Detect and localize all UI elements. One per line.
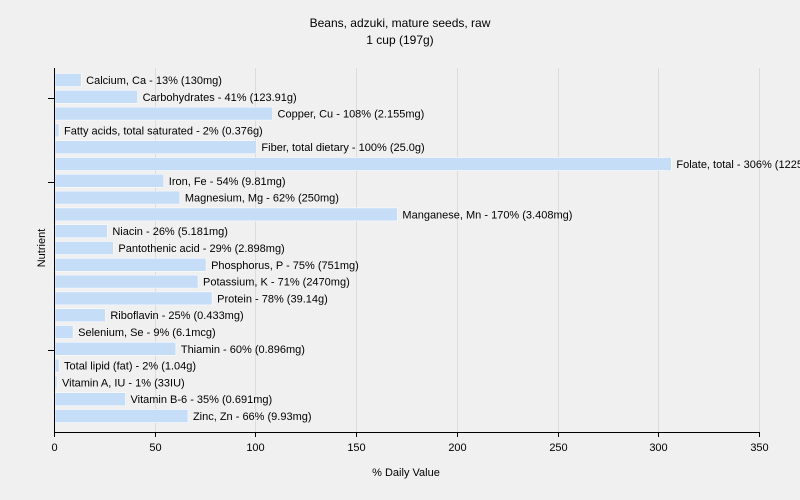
bar — [54, 325, 74, 339]
bar-label: Vitamin B-6 - 35% (0.691mg) — [131, 394, 273, 406]
bar — [54, 174, 165, 188]
bar — [54, 106, 273, 121]
bar-label: Protein - 78% (39.14g) — [217, 293, 328, 305]
bar — [54, 224, 108, 238]
bar — [54, 291, 213, 306]
bar-label: Niacin - 26% (5.181mg) — [112, 226, 228, 238]
grid-lines — [155, 68, 760, 432]
bar-label: Total lipid (fat) - 2% (1.04g) — [64, 361, 196, 373]
bar — [54, 241, 114, 255]
bar-label: Manganese, Mn - 170% (3.408mg) — [402, 209, 572, 221]
bar-label: Carbohydrates - 41% (123.91g) — [143, 92, 297, 104]
x-tick-label: 250 — [549, 442, 567, 454]
y-axis-label: Nutrient — [36, 229, 48, 268]
bar-labels: Calcium, Ca - 13% (130mg) Carbohydrates -… — [62, 75, 800, 423]
bar-label: Folate, total - 306% (1225mcg) — [676, 159, 800, 171]
bar-label: Fatty acids, total saturated - 2% (0.376… — [64, 125, 263, 137]
bar — [54, 392, 126, 406]
bar-label: Magnesium, Mg - 62% (250mg) — [185, 193, 339, 205]
bar — [54, 207, 398, 222]
bar-label: Fiber, total dietary - 100% (25.0g) — [261, 142, 424, 154]
x-tick-label: 50 — [149, 442, 161, 454]
x-tick-label: 0 — [51, 442, 57, 454]
bar-label: Iron, Fe - 54% (9.81mg) — [169, 176, 286, 188]
bar — [54, 90, 138, 104]
bar — [54, 190, 181, 205]
bar-label: Zinc, Zn - 66% (9.93mg) — [193, 411, 312, 423]
x-axis-label: % Daily Value — [372, 467, 440, 479]
bar — [54, 375, 58, 390]
chart-title: Beans, adzuki, mature seeds, raw — [309, 16, 491, 30]
bar-label: Phosphorus, P - 75% (751mg) — [211, 260, 359, 272]
x-tick-label: 350 — [750, 442, 768, 454]
bar-label: Pantothenic acid - 29% (2.898mg) — [118, 243, 284, 255]
bar-label: Calcium, Ca - 13% (130mg) — [86, 75, 222, 87]
bar — [54, 157, 672, 171]
x-tick-label: 200 — [448, 442, 466, 454]
bar — [54, 274, 199, 289]
chart-subtitle: 1 cup (197g) — [366, 33, 434, 47]
bar — [54, 358, 60, 373]
bar-label: Riboflavin - 25% (0.433mg) — [110, 310, 243, 322]
x-tick-label: 100 — [246, 442, 264, 454]
axes: 0 50 100 150 200 250 300 350 — [48, 68, 769, 454]
x-tick-label: 300 — [649, 442, 667, 454]
bar — [54, 308, 106, 322]
bar-label: Copper, Cu - 108% (2.155mg) — [278, 109, 425, 121]
bar — [54, 258, 207, 272]
bar — [54, 409, 189, 423]
bar-label: Thiamin - 60% (0.896mg) — [181, 344, 305, 356]
bar — [54, 123, 60, 138]
bar-label: Potassium, K - 71% (2470mg) — [203, 277, 350, 289]
bar-label: Vitamin A, IU - 1% (33IU) — [62, 377, 185, 389]
bar — [54, 342, 177, 356]
bar — [54, 73, 82, 87]
bar-label: Selenium, Se - 9% (6.1mcg) — [78, 327, 216, 339]
bar — [54, 140, 257, 154]
x-tick-label: 150 — [347, 442, 365, 454]
